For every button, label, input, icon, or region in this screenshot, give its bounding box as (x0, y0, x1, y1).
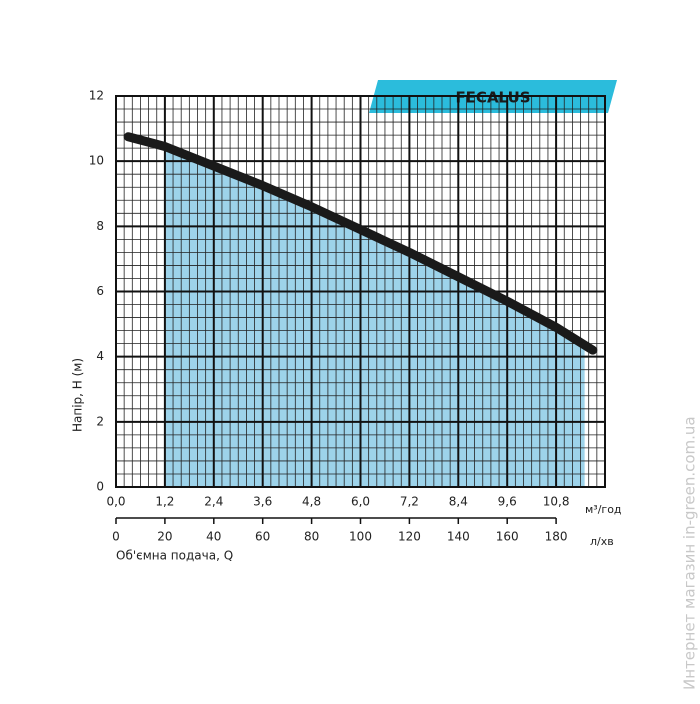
x-tick-label: 3,6 (253, 495, 272, 509)
x-tick-label: 2,4 (204, 495, 223, 509)
x2-tick-label: 40 (206, 530, 221, 544)
x-tick-label: 6,0 (351, 495, 370, 509)
x2-tick-label: 100 (349, 530, 372, 544)
x-tick-label: 9,6 (498, 495, 517, 509)
curve (123, 132, 598, 355)
y-tick-label: 10 (89, 154, 104, 168)
watermark: Интернет магазин in-green.com.ua (681, 416, 699, 690)
x2-tick-label: 20 (157, 530, 172, 544)
x2-unit: л/хв (590, 535, 614, 548)
y-tick-label: 12 (89, 89, 104, 103)
y-tick-label: 6 (96, 284, 104, 298)
x-axis-label: Об'ємна подача, Q (116, 549, 233, 563)
x2-tick-label: 0 (112, 530, 120, 544)
y-tick-label: 4 (96, 349, 104, 363)
x-tick-label: 0,0 (106, 495, 125, 509)
x2-tick-label: 60 (255, 530, 270, 544)
x-tick-label: 1,2 (155, 495, 174, 509)
x2-tick-label: 180 (545, 530, 568, 544)
y-axis-label: Напір, H (м) (71, 358, 85, 432)
x-tick-label: 7,2 (400, 495, 419, 509)
y-tick-label: 0 (96, 480, 104, 494)
x-tick-label: 10,8 (543, 495, 570, 509)
x-tick-label: 4,8 (302, 495, 321, 509)
x2-tick-label: 120 (398, 530, 421, 544)
x2-tick-label: 140 (447, 530, 470, 544)
x-unit: м³/год (585, 503, 622, 516)
x-tick-label: 8,4 (449, 495, 468, 509)
y-tick-label: 8 (96, 219, 104, 233)
plot-border (115, 95, 606, 488)
x2-tick-label: 160 (496, 530, 519, 544)
y-tick-label: 2 (96, 414, 104, 428)
x2-tick-label: 80 (304, 530, 319, 544)
